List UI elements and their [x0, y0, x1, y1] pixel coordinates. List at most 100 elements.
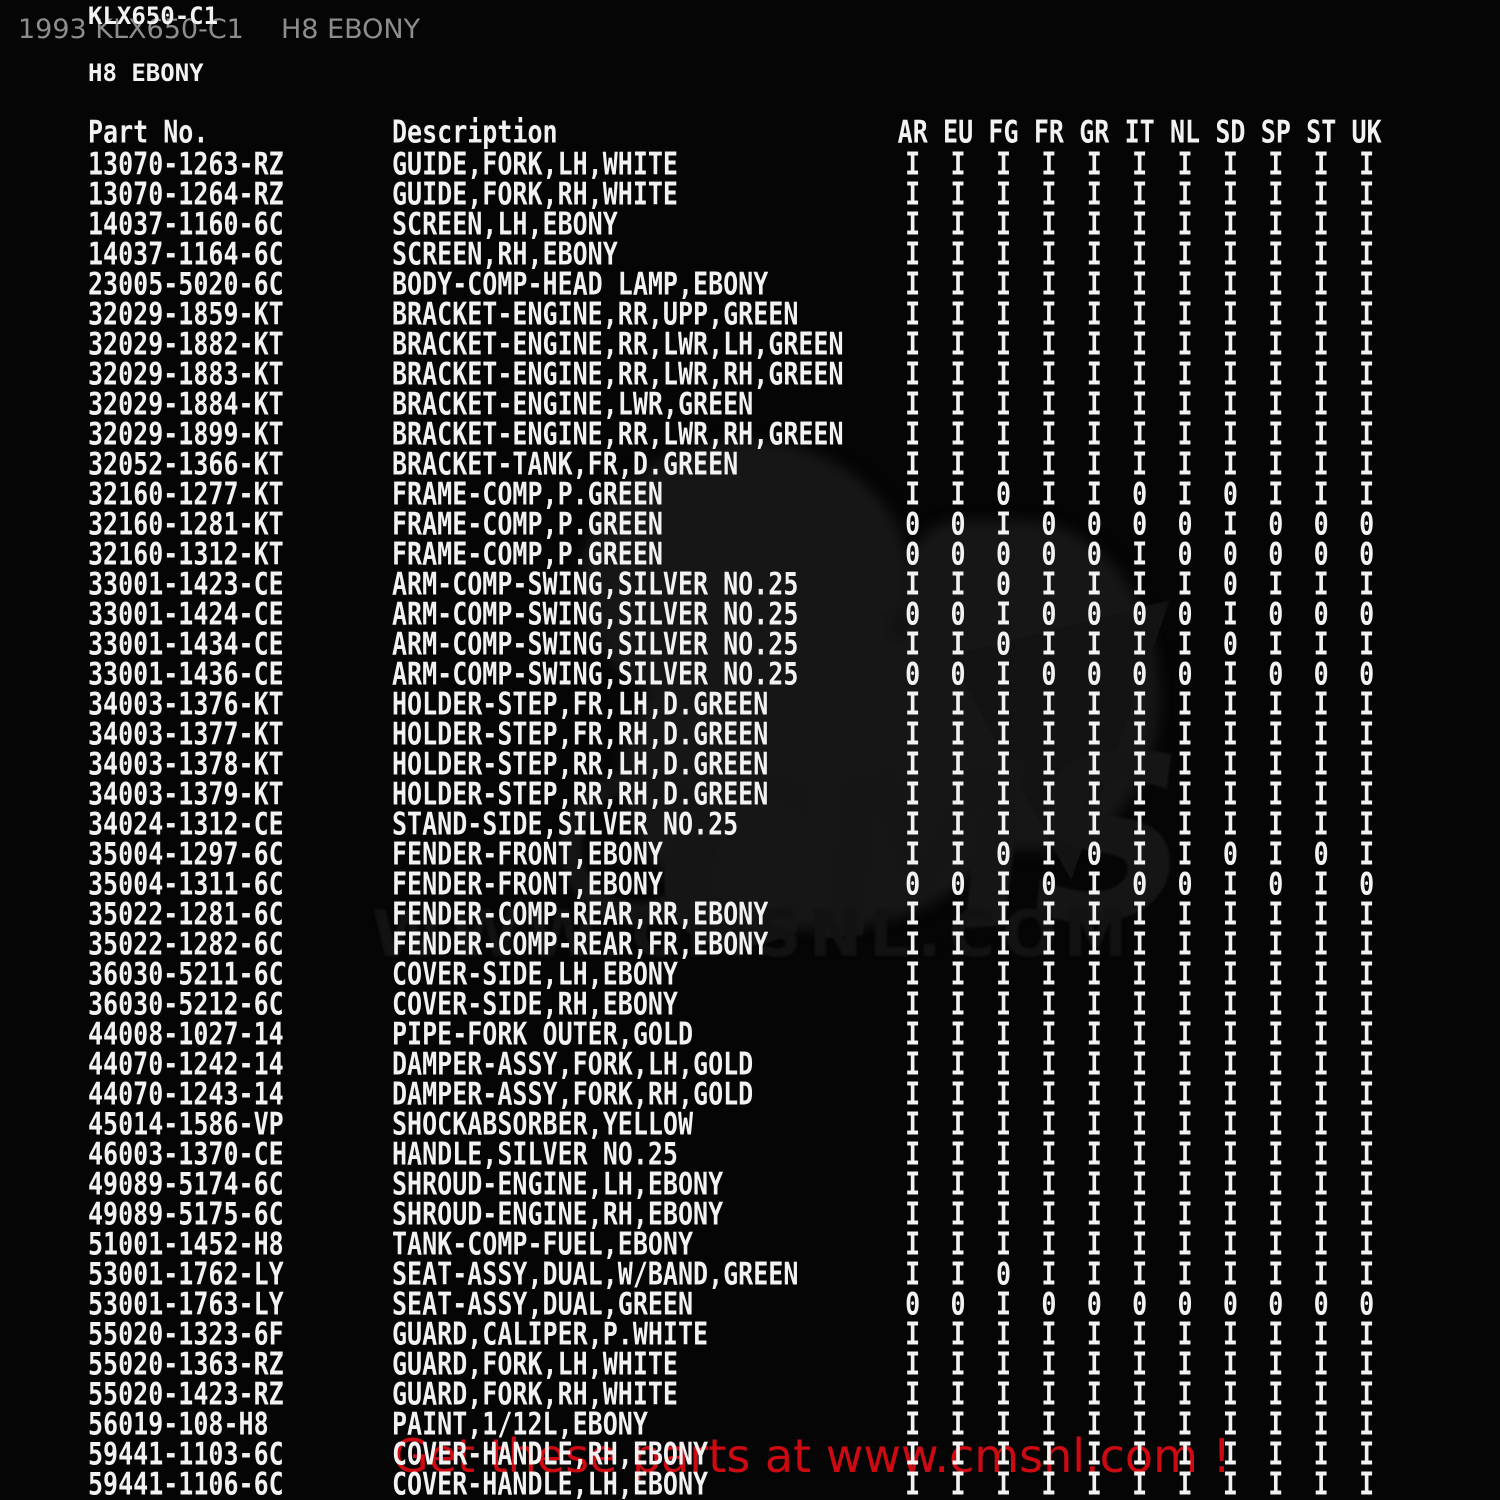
flag-cell: I	[1313, 1435, 1329, 1473]
description-cell: BRACKET-ENGINE,RR,LWR,LH,GREEN	[392, 325, 844, 363]
flag-cell: I	[1177, 445, 1193, 483]
flag-cell: I	[1313, 355, 1329, 393]
flag-cell: I	[1222, 1405, 1238, 1443]
flag-cell: I	[1222, 355, 1238, 393]
flag-cell: I	[1086, 175, 1102, 213]
flag-cell: I	[1132, 235, 1148, 273]
flag-cell: I	[1177, 1465, 1193, 1500]
description-cell: TANK-COMP-FUEL,EBONY	[392, 1225, 694, 1263]
flag-cell: 0	[995, 625, 1011, 663]
table-row: 32160-1281-KT FRAME-COMP,P.GREEN 0 0 I 0 0 0 0 I 0…	[0, 506, 1389, 542]
flag-cell: I	[1268, 1195, 1284, 1233]
flag-cell: I	[995, 1135, 1011, 1173]
flag-cell: I	[995, 235, 1011, 273]
flag-cell: I	[905, 955, 921, 993]
flag-cell: I	[1313, 1135, 1329, 1173]
flag-cell: I	[1222, 745, 1238, 783]
flag-cell: I	[1086, 145, 1102, 183]
part-no-cell: 56019-108-H8	[88, 1405, 269, 1443]
description-cell: GUIDE,FORK,RH,WHITE	[392, 175, 678, 213]
flag-cell: I	[1222, 325, 1238, 363]
flag-cell: I	[1313, 325, 1329, 363]
flag-cell: I	[1359, 415, 1375, 453]
flag-cell: I	[1177, 1225, 1193, 1263]
flag-cell: I	[1359, 1015, 1375, 1053]
flag-cell: I	[1222, 145, 1238, 183]
part-no-cell: 44008-1027-14	[88, 1015, 284, 1053]
flag-cell: I	[1132, 565, 1148, 603]
flag-cell: I	[950, 1465, 966, 1500]
flag-cell: I	[1086, 445, 1102, 483]
flag-cell: 0	[1268, 655, 1284, 693]
description-cell: BODY-COMP-HEAD LAMP,EBONY	[392, 265, 769, 303]
flag-cell: I	[1222, 1105, 1238, 1143]
flag-cell: I	[1359, 1315, 1375, 1353]
table-row: 45014-1586-VP SHOCKABSORBER,YELLOW I I I I I I I…	[0, 1106, 1389, 1142]
flag-cell: I	[950, 355, 966, 393]
flag-cell: I	[905, 745, 921, 783]
flag-cell: 0	[1086, 835, 1102, 873]
flag-cell: I	[1222, 445, 1238, 483]
flag-cell: I	[1222, 1315, 1238, 1353]
flag-cell: I	[1177, 565, 1193, 603]
flag-cell: I	[1041, 805, 1057, 843]
flag-cell: I	[1268, 1315, 1284, 1353]
table-row: 32160-1277-KT FRAME-COMP,P.GREEN I I 0 I I 0 I 0 I…	[0, 476, 1389, 512]
flag-cell: I	[1177, 1435, 1193, 1473]
flag-cell: I	[1268, 1345, 1284, 1383]
description-cell: HOLDER-STEP,FR,LH,D.GREEN	[392, 685, 769, 723]
flag-cell: I	[1086, 865, 1102, 903]
description-cell: GUARD,CALIPER,P.WHITE	[392, 1315, 709, 1353]
table-row: 33001-1424-CE ARM-COMP-SWING,SILVER NO.25…	[0, 596, 1389, 632]
caption-color-code: H8 EBONY	[281, 14, 421, 45]
flag-cell: I	[1177, 1015, 1193, 1053]
flag-cell: 0	[1359, 505, 1375, 543]
col-header-ST: ST	[1306, 113, 1337, 151]
table-row: 32029-1859-KT BRACKET-ENGINE,RR,UPP,GREEN…	[0, 296, 1389, 332]
table-row: 56019-108-H8 PAINT,1/12L,EBONY I I I I I I I I I I I	[0, 1406, 1389, 1442]
table-row: 34003-1376-KT HOLDER-STEP,FR,LH,D.GREEN I I…	[0, 686, 1389, 722]
flag-cell: I	[1041, 145, 1057, 183]
flag-cell: I	[995, 1195, 1011, 1233]
flag-cell: I	[995, 325, 1011, 363]
flag-cell: I	[995, 865, 1011, 903]
flag-cell: I	[905, 685, 921, 723]
flag-cell: I	[1313, 1165, 1329, 1203]
flag-cell: I	[1177, 1165, 1193, 1203]
flag-cell: I	[1222, 895, 1238, 933]
flag-cell: I	[1359, 895, 1375, 933]
description-cell: SHROUD-ENGINE,LH,EBONY	[392, 1165, 724, 1203]
flag-cell: 0	[905, 505, 921, 543]
flag-cell: I	[905, 355, 921, 393]
flag-cell: I	[1041, 565, 1057, 603]
flag-cell: I	[995, 1105, 1011, 1143]
flag-cell: I	[1313, 1345, 1329, 1383]
table-row: 34003-1377-KT HOLDER-STEP,FR,RH,D.GREEN I I…	[0, 716, 1389, 752]
flag-cell: 0	[950, 655, 966, 693]
flag-cell: I	[1313, 145, 1329, 183]
flag-cell: I	[1086, 1465, 1102, 1500]
table-row: 32029-1883-KT BRACKET-ENGINE,RR,LWR,RH,GR…	[0, 356, 1389, 392]
flag-cell: 0	[995, 535, 1011, 573]
flag-cell: I	[1041, 1075, 1057, 1113]
flag-cell: I	[1359, 145, 1375, 183]
flag-cell: 0	[1177, 655, 1193, 693]
flag-cell: I	[950, 925, 966, 963]
flag-cell: I	[1041, 295, 1057, 333]
flag-cell: I	[1177, 355, 1193, 393]
flag-cell: I	[995, 505, 1011, 543]
description-cell: COVER-HANDLE,RH,EBONY	[392, 1435, 709, 1473]
flag-cell: I	[1041, 1105, 1057, 1143]
flag-cell: I	[950, 835, 966, 873]
description-cell: DAMPER-ASSY,FORK,LH,GOLD	[392, 1045, 754, 1083]
flag-cell: I	[1086, 1135, 1102, 1173]
flag-cell: 0	[1359, 595, 1375, 633]
flag-cell: I	[950, 715, 966, 753]
flag-cell: I	[1268, 895, 1284, 933]
col-header-description: Description	[392, 113, 558, 151]
table-row: 49089-5174-6C SHROUD-ENGINE,LH,EBONY I I I I I…	[0, 1166, 1389, 1202]
flag-cell: I	[1359, 1135, 1375, 1173]
flag-cell: I	[1359, 385, 1375, 423]
part-no-cell: 32029-1884-KT	[88, 385, 284, 423]
flag-cell: I	[1041, 745, 1057, 783]
